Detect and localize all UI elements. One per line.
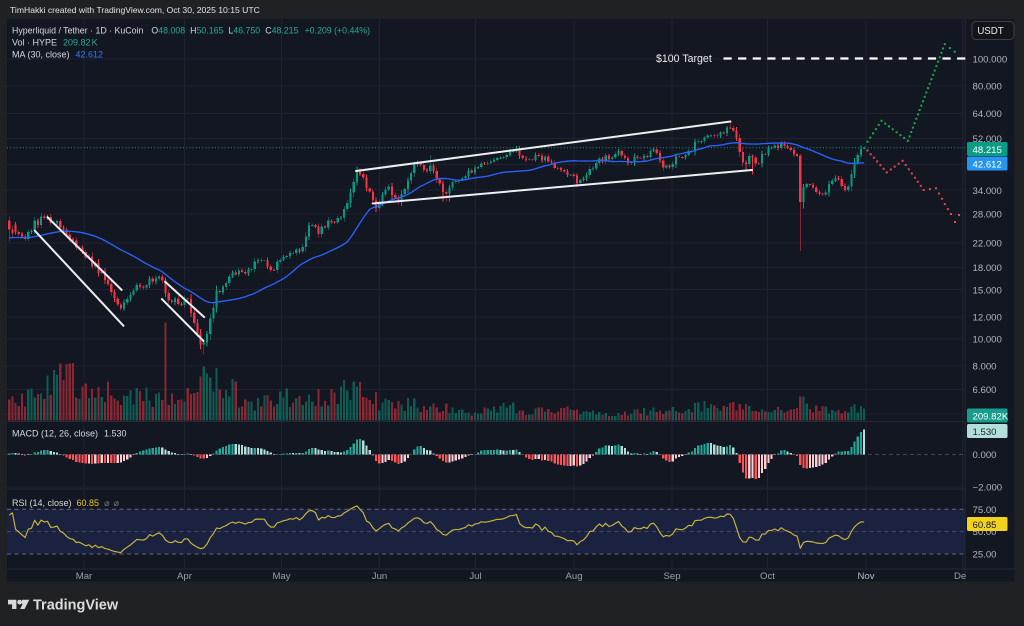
svg-text:8.000: 8.000 [973,362,997,373]
svg-text:75.00: 75.00 [973,505,997,516]
svg-text:MA (30, close)42.612: MA (30, close) 42.612 [12,49,103,59]
svg-text:MACD (12, 26, close)1.530: MACD (12, 26, close) 1.530 [12,429,127,439]
svg-text:Nov: Nov [857,571,874,582]
svg-text:−2.000: −2.000 [973,483,1003,494]
svg-text:Oct: Oct [760,571,775,582]
svg-text:12.000: 12.000 [973,312,1002,323]
svg-text:Dec: Dec [954,571,971,582]
svg-text:$100 Target: $100 Target [656,53,712,65]
svg-text:34.000: 34.000 [973,186,1002,197]
svg-text:50.00: 50.00 [973,527,997,538]
svg-text:USDT: USDT [977,26,1003,37]
svg-text:TimHakki created with TradingV: TimHakki created with TradingView.com, O… [10,5,260,15]
svg-text:6.600: 6.600 [973,385,997,396]
svg-text:48.215: 48.215 [973,145,1002,156]
svg-text:Apr: Apr [177,571,193,582]
svg-text:Jun: Jun [372,571,387,582]
svg-text:Aug: Aug [565,571,582,582]
svg-text:18.000: 18.000 [973,263,1002,274]
svg-text:RSI (14, close)60.85⌀⌀: RSI (14, close) 60.85 ⌀ ⌀ [12,498,119,508]
svg-text:42.612: 42.612 [973,159,1002,170]
svg-text:Mar: Mar [76,571,93,582]
svg-text:52.000: 52.000 [973,134,1002,145]
svg-text:1.530: 1.530 [973,427,997,438]
svg-text:May: May [272,571,290,582]
svg-text:209.82K: 209.82K [973,411,1009,422]
svg-text:Hyperliquid / Tether · 1D · Ku: Hyperliquid / Tether · 1D · KuCoin O48.00… [12,26,370,36]
svg-text:100.000: 100.000 [973,55,1008,66]
svg-text:25.00: 25.00 [973,550,997,561]
svg-text:0.000: 0.000 [973,450,997,461]
svg-text:80.000: 80.000 [973,82,1002,93]
svg-text:64.000: 64.000 [973,109,1002,120]
svg-text:10.000: 10.000 [973,335,1002,346]
svg-text:15.000: 15.000 [973,285,1002,296]
svg-text:Sep: Sep [663,571,680,582]
svg-text:22.000: 22.000 [973,239,1002,250]
svg-text:28.000: 28.000 [973,209,1002,220]
svg-text:TradingView: TradingView [33,598,119,614]
svg-text:Jul: Jul [469,571,481,582]
svg-text:60.85: 60.85 [973,520,997,531]
